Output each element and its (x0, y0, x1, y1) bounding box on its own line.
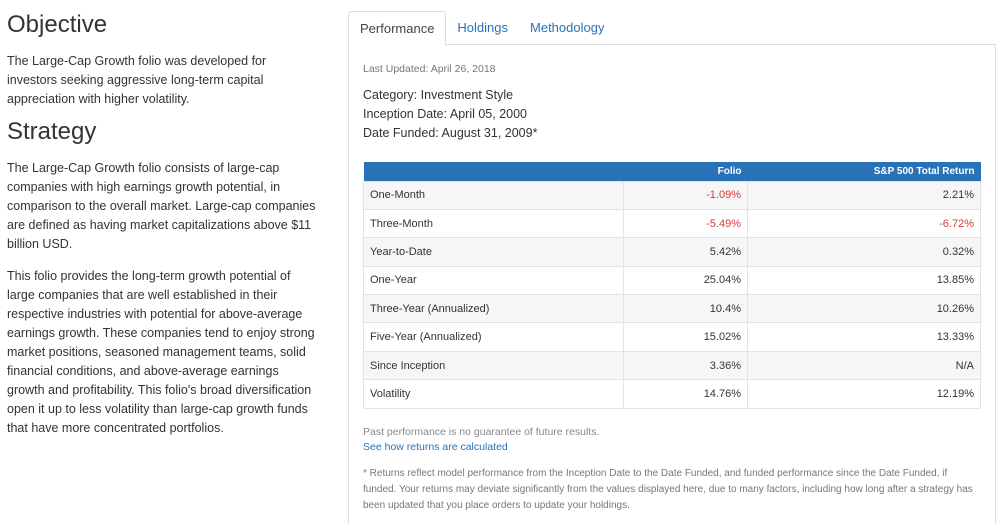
folio-value: -5.49% (623, 208, 748, 239)
objective-text: The Large-Cap Growth folio was developed… (7, 54, 267, 106)
table-row: Volatility 14.76% 12.19% (363, 379, 981, 409)
table-row: One-Month -1.09% 2.21% (363, 180, 981, 210)
sp500-value: 13.85% (747, 265, 981, 296)
strategy-paragraph-1: The Large-Cap Growth folio consists of l… (7, 161, 316, 251)
table-row: Three-Year (Annualized) 10.4% 10.26% (363, 294, 981, 324)
category: Category: Investment Style (363, 88, 514, 102)
sp500-value: 12.19% (747, 379, 981, 409)
performance-panel: Last Updated: April 26, 2018 Category: I… (348, 44, 996, 524)
header-sp500: S&P 500 Total Return (747, 162, 981, 181)
objective-heading: Objective (7, 11, 108, 38)
last-updated: Last Updated: April 26, 2018 (363, 63, 496, 75)
sp500-value: 10.26% (747, 294, 981, 324)
table-row: Three-Month -5.49% -6.72% (363, 208, 981, 239)
performance-table: Folio S&P 500 Total Return One-Month -1.0… (363, 162, 981, 409)
folio-value: 5.42% (623, 237, 748, 267)
folio-value: 14.76% (623, 379, 748, 409)
tab-performance[interactable]: Performance (348, 11, 447, 46)
header-folio: Folio (623, 162, 748, 181)
inception-date: Inception Date: April 05, 2000 (363, 107, 528, 121)
folio-value: 15.02% (623, 322, 748, 352)
row-label: Three-Year (Annualized) (363, 294, 624, 324)
table-row: Year-to-Date 5.42% 0.32% (363, 237, 981, 267)
table-row: Since Inception 3.36% N/A (363, 350, 981, 381)
strategy-paragraph-2: This folio provides the long-term growth… (7, 269, 315, 435)
sp500-value: 0.32% (747, 237, 981, 267)
table-row: One-Year 25.04% 13.85% (363, 265, 981, 296)
date-funded: Date Funded: August 31, 2009* (363, 126, 538, 140)
row-label: Volatility (363, 379, 624, 409)
strategy-heading: Strategy (7, 118, 97, 145)
row-label: One-Year (363, 265, 624, 296)
table-row: Five-Year (Annualized) 15.02% 13.33% (363, 322, 981, 352)
table-body: One-Month -1.09% 2.21% Three-Month -5.49% -6.… (363, 180, 981, 409)
row-label: Three-Month (363, 208, 624, 239)
header-metric (363, 162, 624, 181)
sp500-value: 2.21% (747, 180, 981, 210)
row-label: Since Inception (363, 350, 624, 381)
folio-value: -1.09% (623, 180, 748, 210)
folio-value: 3.36% (623, 350, 748, 381)
sp500-value: N/A (747, 350, 981, 381)
returns-calculation-link[interactable]: See how returns are calculated (363, 441, 508, 453)
folio-value: 10.4% (623, 294, 748, 324)
footnote: * Returns reflect model performance from… (363, 468, 973, 511)
folio-value: 25.04% (623, 265, 748, 296)
row-label: Five-Year (Annualized) (363, 322, 624, 352)
table-header-row: Folio S&P 500 Total Return (363, 162, 981, 181)
disclaimer: Past performance is no guarantee of futu… (363, 426, 600, 438)
tab-bar: Performance Holdings Methodology (348, 11, 615, 46)
row-label: One-Month (363, 180, 624, 210)
description-column: Objective The Large-Cap Growth folio was… (7, 10, 319, 438)
sp500-value: 13.33% (747, 322, 981, 352)
sp500-value: -6.72% (747, 208, 981, 239)
tab-methodology[interactable]: Methodology (530, 20, 605, 35)
row-label: Year-to-Date (363, 237, 624, 267)
tab-holdings[interactable]: Holdings (457, 20, 509, 35)
